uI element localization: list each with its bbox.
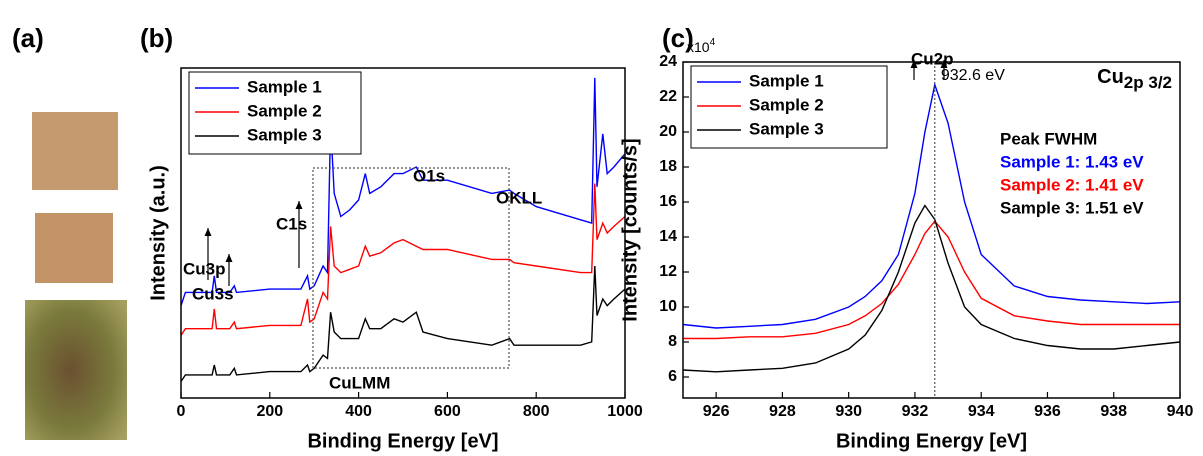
fwhm-label: Sample 2: 1.41 eV — [1000, 175, 1144, 194]
plot-frame — [180, 67, 626, 399]
annotation: O1s — [413, 166, 445, 185]
annotation: Cu2p — [911, 49, 954, 68]
multiplier-exp: 4 — [710, 37, 716, 48]
plots: (b) 0 200 400 600 800 1000 Binding Energy [eV] I… — [140, 23, 1193, 452]
panel-title: Cu2p 3/2 — [1097, 66, 1172, 92]
photo-sample-1 — [32, 112, 118, 190]
series-line — [180, 77, 626, 306]
legend-label: Sample 2 — [749, 95, 824, 114]
y-tick-label: 8 — [668, 333, 677, 350]
legend-label: Sample 1 — [247, 77, 322, 96]
y-tick-label: 12 — [659, 263, 677, 280]
fwhm-label: Sample 3: 1.51 eV — [1000, 198, 1144, 217]
x-tick-label: 938 — [1100, 403, 1127, 420]
x-tick-label: 934 — [968, 403, 995, 420]
x-tick-label: 800 — [523, 403, 550, 420]
y-tick-label: 24 — [659, 53, 677, 70]
legend-box — [188, 71, 362, 155]
legend-label: Sample 3 — [749, 119, 824, 138]
x-tick-label: 940 — [1167, 403, 1194, 420]
x-tick-label: 0 — [177, 403, 186, 420]
panel-label: (a) — [12, 23, 44, 53]
arrow-head — [910, 60, 918, 68]
arrow-head — [225, 254, 233, 262]
series-line — [682, 204, 1181, 373]
photo-sample-2 — [35, 213, 113, 283]
y-tick-label: 10 — [659, 298, 677, 315]
panel-label: (b) — [140, 23, 173, 53]
y-tick-label: 20 — [659, 123, 677, 140]
annotation: C1s — [276, 214, 307, 233]
title-sub: 2p 3/2 — [1124, 73, 1172, 92]
x-tick-label: 926 — [703, 403, 730, 420]
y-tick-label: 22 — [659, 88, 677, 105]
plot-frame — [682, 61, 1181, 399]
y-axis-title: Intensity (a.u.) — [147, 165, 169, 301]
panel-label: (c) — [662, 23, 694, 53]
annotation: Cu3p — [183, 259, 226, 278]
series-line — [682, 82, 1181, 329]
x-axis-title: Binding Energy [eV] — [307, 430, 498, 452]
reference-label: 932.6 eV — [941, 67, 1005, 84]
x-tick-label: 1000 — [607, 403, 643, 420]
annotation: Cu3s — [192, 284, 234, 303]
arrow-head — [204, 228, 212, 236]
legend-label: Sample 3 — [247, 125, 322, 144]
annotation: CuLMM — [329, 373, 390, 392]
legend-box — [690, 65, 888, 149]
x-tick-label: 930 — [835, 403, 862, 420]
arrow-head — [940, 60, 948, 68]
x-tick-label: 200 — [256, 403, 283, 420]
series-line — [683, 220, 1180, 340]
multiplier-base: x10 — [687, 39, 710, 55]
x-axis-title: Binding Energy [eV] — [836, 430, 1027, 452]
fwhm-label: Sample 1: 1.43 eV — [1000, 152, 1144, 171]
y-axis-title: Intensity [counts/s] — [619, 138, 641, 321]
y-tick-label: 16 — [659, 193, 677, 210]
legend-label: Sample 2 — [247, 101, 322, 120]
axis-multiplier: x104 — [687, 37, 716, 55]
x-tick-label: 928 — [769, 403, 796, 420]
x-tick-label: 936 — [1034, 403, 1061, 420]
arrow-head — [295, 201, 303, 209]
legend-label: Sample 1 — [749, 71, 824, 90]
y-tick-label: 6 — [668, 368, 677, 385]
x-tick-label: 932 — [902, 403, 929, 420]
y-tick-label: 14 — [659, 228, 677, 245]
region-box — [312, 167, 510, 369]
fwhm-title: Peak FWHM — [1000, 129, 1097, 148]
y-tick-label: 18 — [659, 158, 677, 175]
annotation: OKLL — [496, 188, 542, 207]
photo-sample-3 — [25, 300, 127, 440]
x-tick-label: 600 — [434, 403, 461, 420]
series-line — [180, 183, 626, 336]
title-main: Cu — [1097, 66, 1124, 88]
x-tick-label: 400 — [345, 403, 372, 420]
series-line — [180, 265, 626, 382]
